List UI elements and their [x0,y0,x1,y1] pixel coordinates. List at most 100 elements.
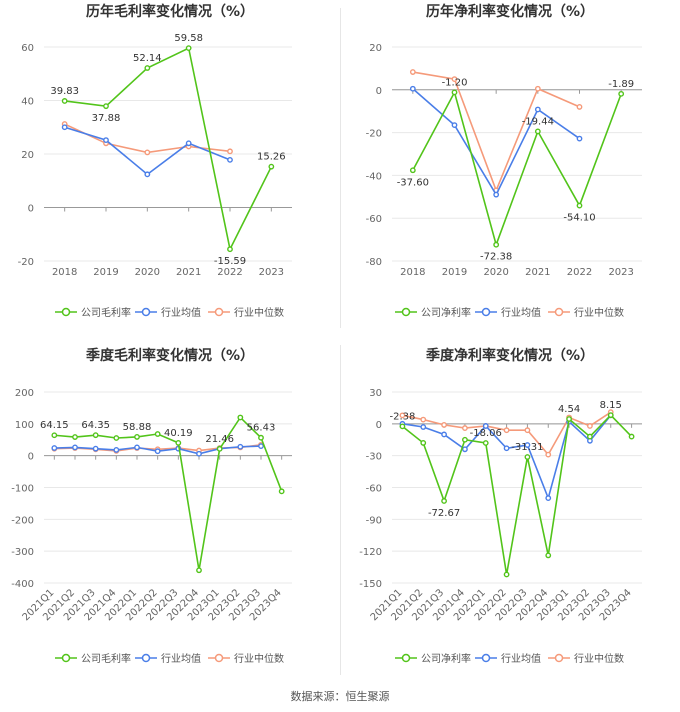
y-tick-label: 200 [15,388,34,399]
data-label: 4.54 [558,404,580,415]
data-point [524,454,531,460]
data-point [237,443,244,450]
data-point [409,167,416,174]
data-label: 40.19 [164,428,193,439]
data-point [482,440,489,446]
data-point [451,89,458,96]
data-point [144,65,151,71]
data-point [534,106,541,113]
data-point [503,445,510,452]
legend-label: 公司毛利率 [81,652,131,665]
x-tick-label: 2021 [525,267,550,278]
data-label: 52.14 [133,53,162,64]
data-label: 37.88 [92,113,121,124]
x-tick-label: 2022 [567,267,592,278]
chart-panel-1: 历年毛利率变化情况（%） -20 0 20 40 60 2018 2019 2020 2021 20… [18,3,292,319]
data-point [409,85,416,92]
data-point [196,567,202,574]
vertical-divider-top [340,8,341,328]
data-point [154,431,161,437]
y-tick-label: 0 [376,420,382,431]
data-label: -1.20 [442,77,468,88]
data-source-note: 数据来源：恒生聚源 [290,690,390,703]
data-point [545,552,552,559]
data-point [534,128,541,135]
data-point [227,156,233,163]
data-point [524,442,531,448]
legend-label: 行业均值 [161,306,201,319]
chart-panel-3: 季度毛利率变化情况（%）-400-300-200-10001002002021Q… [11,347,292,665]
data-point [451,76,458,83]
data-point [462,446,468,453]
legend-label: 公司净利率 [421,652,471,665]
data-point [534,85,541,92]
data-label: 15.26 [257,152,286,163]
data-point [493,191,500,198]
data-point [185,45,192,52]
data-point [144,171,151,178]
x-tick-label: 2023 [259,267,284,278]
data-point [628,433,635,440]
legend-label: 行业均值 [501,652,541,665]
data-label: 64.15 [40,420,69,431]
data-point [72,434,78,440]
y-tick-label: -100 [11,484,34,495]
x-tick-label: 2022 [217,267,242,278]
data-point [462,436,468,443]
data-point [618,90,625,97]
series-line-1 [54,416,283,571]
series-line-1 [401,414,633,575]
x-tick-label: 2021 [176,267,201,278]
data-point [144,149,151,156]
x-tick-label: 2018 [400,267,425,278]
y-tick-label: 30 [369,388,382,399]
data-label: 58.88 [123,422,152,433]
data-point [61,124,68,131]
chart-title: 历年毛利率变化情况（%） [86,3,254,20]
data-label: 39.83 [50,86,79,97]
series-line-1 [64,46,273,252]
y-tick-label: -20 [366,129,382,140]
data-point [524,427,531,434]
legend-label: 公司毛利率 [81,306,131,319]
data-point [545,495,552,502]
data-point [451,122,458,129]
chart-title: 季度净利率变化情况（%） [425,347,594,364]
data-label: 64.35 [81,420,110,431]
legend-marker-dot [401,653,411,663]
legend-marker-dot [554,653,564,663]
data-point [420,416,427,423]
legend-label: 行业中位数 [234,306,284,319]
data-point [103,137,109,143]
data-label: -19.44 [522,116,554,127]
data-point [268,163,275,170]
legend-label: 行业中位数 [234,652,284,665]
data-point [587,423,593,429]
y-tick-label: 0 [376,86,382,97]
data-label: -37.60 [397,177,429,188]
data-point [576,135,583,142]
data-label: -18.06 [470,428,502,439]
data-point [103,103,109,110]
data-point [493,241,500,248]
data-label: -1.89 [608,79,634,90]
data-point [51,445,58,451]
data-label: 59.58 [174,33,203,44]
legend-marker-dot [481,307,491,317]
legend-marker-dot [554,307,564,317]
data-point [607,412,614,419]
chart-panel-4: 季度净利率变化情况（%）-150-120-90-60-300302021Q120… [359,347,642,665]
data-point [175,439,182,446]
data-point [72,444,78,451]
y-tick-label: -300 [11,547,34,558]
data-point [420,424,427,430]
data-point [227,148,233,155]
y-tick-label: 100 [15,420,34,431]
data-point [482,423,489,429]
data-point [185,140,192,147]
y-tick-label: -90 [366,515,382,526]
data-point [92,445,99,452]
data-point [134,444,140,451]
data-point [134,434,140,440]
data-label: -72.67 [428,508,460,519]
